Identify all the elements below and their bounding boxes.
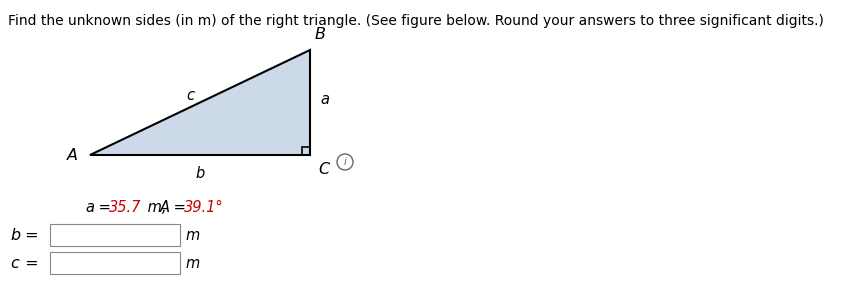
Text: 39.1°: 39.1° bbox=[184, 200, 224, 215]
Text: A: A bbox=[160, 200, 170, 215]
Text: m,: m, bbox=[143, 200, 171, 215]
Text: c: c bbox=[186, 88, 194, 103]
Text: b: b bbox=[195, 166, 205, 181]
Text: B: B bbox=[315, 27, 326, 42]
Text: =: = bbox=[20, 227, 38, 242]
Text: A: A bbox=[67, 148, 78, 163]
Text: m: m bbox=[185, 256, 200, 271]
Text: m: m bbox=[185, 227, 200, 242]
Text: 35.7: 35.7 bbox=[109, 200, 141, 215]
Text: Find the unknown sides (in m) of the right triangle. (See figure below. Round yo: Find the unknown sides (in m) of the rig… bbox=[8, 14, 824, 28]
Polygon shape bbox=[90, 50, 310, 155]
Text: b: b bbox=[10, 227, 20, 242]
Bar bbox=[50, 224, 180, 246]
Bar bbox=[50, 252, 180, 274]
Text: =: = bbox=[169, 200, 190, 215]
Text: C: C bbox=[318, 162, 329, 177]
Text: c: c bbox=[10, 256, 19, 271]
Text: =: = bbox=[20, 256, 38, 271]
Text: a: a bbox=[320, 92, 329, 107]
Text: =: = bbox=[94, 200, 115, 215]
Text: a: a bbox=[85, 200, 94, 215]
Text: i: i bbox=[344, 157, 346, 167]
